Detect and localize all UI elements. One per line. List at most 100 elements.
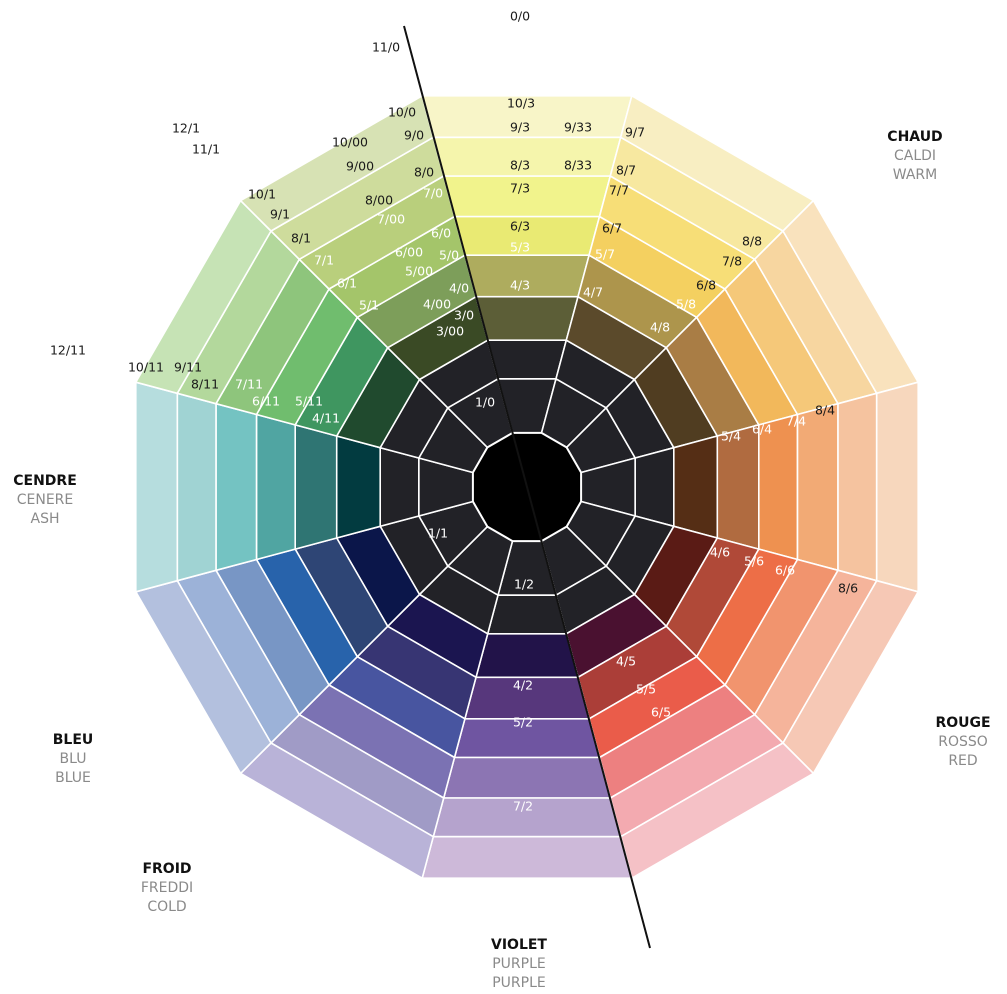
group-label-violet-en: PURPLE	[492, 975, 546, 991]
group-label-cold: FROID FREDDI COLD	[126, 860, 208, 917]
shade-code-label: 6/7	[602, 221, 622, 236]
shade-code-label: 8/11	[191, 377, 219, 392]
wheel-segment-ash-7	[135, 381, 179, 593]
shade-code-label: 9/1	[270, 207, 290, 222]
wheel-segment-ash-5	[215, 402, 258, 572]
shade-code-label: 12/1	[172, 121, 200, 136]
shade-code-label: 4/3	[510, 278, 530, 293]
shade-code-label: 6/0	[431, 226, 451, 241]
shade-code-label: 1/0	[475, 395, 495, 410]
shade-code-label: 7/11	[235, 377, 263, 392]
wheel-segment-gold-1	[486, 339, 568, 380]
shade-code-label: 8/6	[838, 581, 858, 596]
group-label-blue-en: BLUE	[55, 770, 91, 786]
group-label-red-it: ROSSO	[938, 734, 988, 750]
shade-code-label: 5/5	[636, 682, 656, 697]
group-label-warm-en: WARM	[892, 167, 938, 183]
shade-code-label: 6/6	[775, 563, 795, 578]
shade-code-label: 8/8	[742, 234, 762, 249]
shade-code-label: 7/7	[609, 183, 629, 198]
shade-code-label: 10/11	[128, 360, 164, 375]
shade-code-label: 4/6	[710, 545, 730, 560]
group-label-violet: VIOLET PURPLE PURPLE	[478, 936, 560, 993]
group-label-violet-fr: VIOLET	[491, 937, 547, 953]
shade-code-label: 10/3	[507, 96, 535, 111]
shade-code-label: 8/00	[365, 193, 393, 208]
wheel-segment-purple-2	[475, 633, 579, 679]
group-label-ash-it: CENERE	[16, 492, 74, 508]
shade-code-label: 8/0	[414, 165, 434, 180]
group-label-red: ROUGE ROSSO RED	[922, 714, 1004, 771]
base-axis-line	[403, 25, 651, 949]
shade-code-label: 6/00	[395, 245, 423, 260]
shade-code-label: 1/2	[514, 577, 534, 592]
shade-code-label: 10/1	[248, 187, 276, 202]
shade-code-label: 5/8	[676, 297, 696, 312]
wheel-segment-ash-4	[255, 413, 296, 561]
shade-code-label: 9/0	[404, 128, 424, 143]
shade-code-label: 5/00	[405, 264, 433, 279]
wheel-segment-purple-5	[442, 756, 612, 799]
shade-code-label: 11/1	[192, 142, 220, 157]
wheel-segment-ash-2	[335, 435, 381, 539]
shade-code-label: 12/11	[50, 343, 86, 358]
group-label-violet-it: PURPLE	[492, 956, 546, 972]
shade-code-label: 5/0	[439, 248, 459, 263]
shade-code-label: 3/0	[454, 308, 474, 323]
wheel-segment-orange-7	[875, 381, 919, 593]
shade-code-label: 10/00	[332, 135, 368, 150]
group-label-warm-fr: CHAUD	[887, 129, 943, 145]
group-label-blue: BLEU BLU BLUE	[32, 731, 114, 788]
group-label-warm-it: CALDI	[893, 148, 937, 164]
shade-code-label: 4/5	[616, 654, 636, 669]
shade-code-label: 8/3	[510, 158, 530, 173]
shade-code-label: 10/0	[388, 105, 416, 120]
group-label-ash-fr: CENDRE	[13, 473, 77, 489]
group-label-red-en: RED	[948, 753, 978, 769]
shade-code-label: 9/33	[564, 120, 592, 135]
group-label-cold-en: COLD	[147, 899, 187, 915]
wheel-segment-ash-3	[294, 424, 338, 550]
shade-code-label: 6/8	[696, 278, 716, 293]
shade-code-label: 5/11	[295, 394, 323, 409]
shade-code-label: 7/4	[786, 414, 806, 429]
wheel-segment-purple-7	[421, 835, 633, 879]
wheel-segment-ash-6	[176, 392, 217, 582]
shade-code-label: 6/4	[752, 422, 772, 437]
wheel-segment-orange-5	[796, 402, 839, 572]
shade-code-label: 7/0	[423, 186, 443, 201]
group-label-blue-fr: BLEU	[52, 732, 94, 748]
shade-code-label: 8/7	[616, 163, 636, 178]
wheel-segment-ash-1	[379, 446, 420, 528]
group-label-ash: CENDRE CENERE ASH	[4, 472, 86, 529]
wheel-segment-orange-6	[837, 392, 878, 582]
shade-code-label: 5/7	[595, 247, 615, 262]
shade-code-label: 7/2	[513, 799, 533, 814]
shade-code-label: 4/7	[583, 285, 603, 300]
shade-code-label: 7/00	[377, 212, 405, 227]
wheel-labels: 10/3 9/3 9/33 8/3 8/33 7/3 6/3 5/3 4/3 9/7 8/7 7/7 6…	[50, 9, 858, 814]
shade-code-label: 1/1	[428, 526, 448, 541]
wheel-segment-orange-2	[673, 435, 719, 539]
wheel-segment-orange-1	[634, 446, 675, 528]
shade-code-label: 0/0	[510, 9, 530, 24]
shade-code-label: 5/2	[513, 715, 533, 730]
wheel-segment-orange-3	[716, 424, 760, 550]
shade-code-label: 4/00	[423, 297, 451, 312]
shade-code-label: 4/11	[312, 411, 340, 426]
shade-code-label: 11/0	[372, 40, 400, 55]
group-label-ash-en: ASH	[30, 511, 60, 527]
shade-code-label: 4/0	[449, 281, 469, 296]
shade-code-label: 9/7	[625, 125, 645, 140]
group-label-cold-fr: FROID	[142, 861, 192, 877]
shade-code-label: 4/8	[650, 320, 670, 335]
wheel-segment-purple-1	[486, 594, 568, 635]
shade-code-label: 9/00	[346, 159, 374, 174]
shade-code-label: 4/2	[513, 678, 533, 693]
wheel-segments	[135, 95, 919, 879]
shade-code-label: 6/5	[651, 705, 671, 720]
shade-code-label: 3/00	[436, 324, 464, 339]
wheel-segment-gold-2	[475, 295, 579, 341]
group-label-red-fr: ROUGE	[935, 715, 991, 731]
